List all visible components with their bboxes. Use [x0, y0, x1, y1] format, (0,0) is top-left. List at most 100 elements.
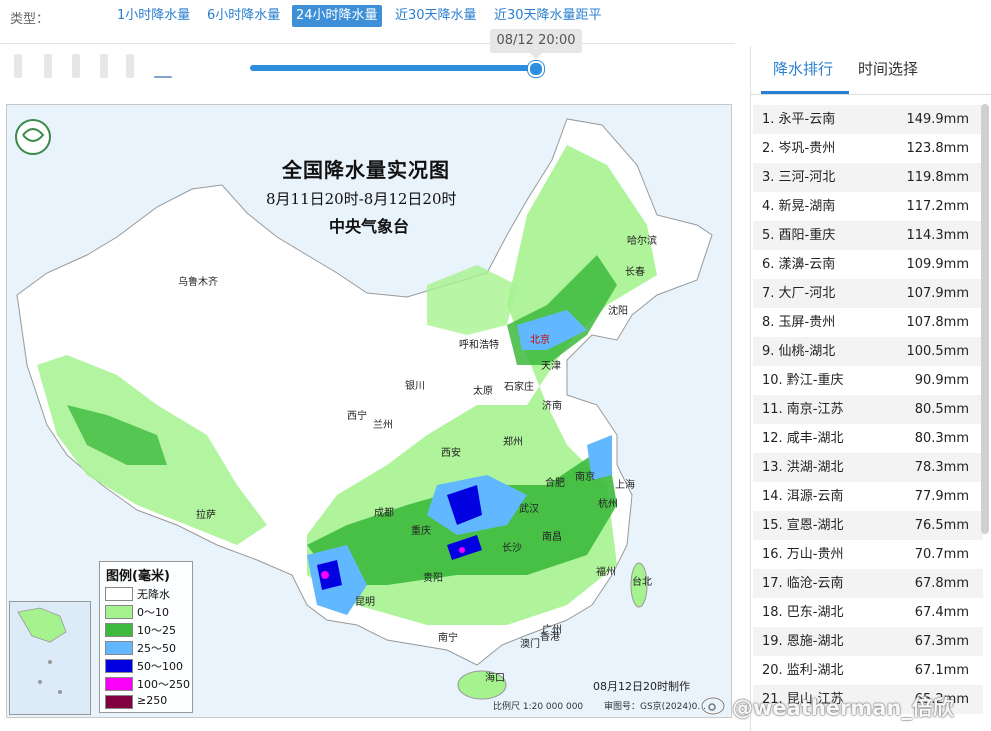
city-label: 沈阳 [608, 306, 628, 317]
ranking-row: 4. 新晃-湖南 117.2mm [753, 192, 983, 221]
ranking-row: 2. 岑巩-贵州 123.8mm [753, 134, 983, 163]
scrollbar[interactable] [981, 104, 989, 534]
weibo-icon [700, 696, 726, 716]
ranking-list: 1. 永平-云南 149.9mm 2. 岑巩-贵州 123.8mm 3. 三河-河北 11… [753, 105, 983, 714]
map-scale: 比例尺 1:20 000 000 [493, 702, 584, 712]
tab-precip-ranking[interactable]: 降水排行 [773, 60, 834, 78]
precip-value: 67.8mm [914, 576, 969, 591]
ranking-row: 1. 永平-云南 149.9mm [753, 105, 983, 134]
slider-handle[interactable] [528, 61, 544, 77]
city-label: 贵阳 [423, 573, 443, 584]
station-name: 5. 酉阳-重庆 [762, 228, 836, 243]
legend-swatch [105, 623, 133, 637]
city-label: 昆明 [355, 597, 375, 608]
city-label: 西安 [441, 448, 461, 459]
legend-swatch [105, 677, 133, 691]
map-legend: 图例(毫米) 无降水 0～10 10～25 25～50 50～100 100～2… [99, 561, 193, 713]
ranking-row: 8. 玉屏-贵州 107.8mm [753, 308, 983, 337]
station-name: 13. 洪湖-湖北 [762, 460, 844, 475]
station-name: 7. 大厂-河北 [762, 286, 836, 301]
city-label: 济南 [542, 401, 562, 412]
station-name: 9. 仙桃-湖北 [762, 344, 836, 359]
south-china-sea-inset [9, 601, 91, 715]
legend-label: 50～100 [137, 660, 183, 673]
legend-label: 无降水 [137, 588, 170, 601]
legend-item: 10～25 [105, 621, 191, 638]
station-name: 18. 巴东-湖北 [762, 605, 844, 620]
legend-item: 50～100 [105, 657, 191, 674]
precip-value: 107.8mm [906, 315, 969, 330]
precip-value: 78.3mm [914, 460, 969, 475]
legend-label: 25～50 [137, 642, 176, 655]
precip-value: 67.4mm [914, 605, 969, 620]
map-made-time: 08月12日20时制作 [593, 680, 690, 693]
station-name: 19. 恩施-湖北 [762, 634, 844, 649]
precip-value: 123.8mm [906, 141, 969, 156]
station-name: 11. 南京-江苏 [762, 402, 844, 417]
precip-value: 100.5mm [906, 344, 969, 359]
city-label: 北京 [530, 335, 550, 346]
map-review-number: 审图号：GS京(2024)0... [604, 702, 706, 712]
station-name: 1. 永平-云南 [762, 112, 836, 127]
map-subtitle: 8月11日20时-8月12日20时 [266, 190, 457, 208]
ranking-row: 9. 仙桃-湖北 100.5mm [753, 337, 983, 366]
city-label: 南宁 [438, 633, 458, 644]
ranking-row: 21. 昆山-江苏 65.2mm [753, 685, 983, 714]
watermark: @weatherman_倍欣 [732, 696, 954, 720]
station-name: 17. 临沧-云南 [762, 576, 844, 591]
legend-swatch [105, 659, 133, 673]
city-label: 天津 [541, 361, 561, 372]
city-label: 上海 [615, 480, 635, 491]
ranking-row: 11. 南京-江苏 80.5mm [753, 395, 983, 424]
blurred-logo [14, 54, 174, 80]
ranking-row: 12. 咸丰-湖北 80.3mm [753, 424, 983, 453]
legend-item: ≥250 [105, 693, 191, 710]
station-name: 8. 玉屏-贵州 [762, 315, 836, 330]
precip-value: 117.2mm [906, 199, 969, 214]
legend-swatch [105, 587, 133, 601]
city-label: 乌鲁木齐 [178, 277, 218, 288]
time-slider[interactable] [250, 61, 544, 77]
precip-value: 90.9mm [914, 373, 969, 388]
city-label: 成都 [374, 508, 394, 519]
precip-value: 65.2mm [914, 692, 969, 707]
precip-value: 80.5mm [914, 402, 969, 417]
city-label: 长沙 [502, 543, 522, 554]
city-label: 武汉 [519, 504, 539, 515]
precip-value: 114.3mm [906, 228, 969, 243]
legend-item: 0～10 [105, 603, 191, 620]
tab-6h[interactable]: 6小时降水量 [207, 8, 281, 23]
station-name: 12. 咸丰-湖北 [762, 431, 844, 446]
time-tooltip: 08/12 20:00 [490, 29, 582, 59]
tab-time-select[interactable]: 时间选择 [858, 60, 919, 78]
station-name: 14. 洱源-云南 [762, 489, 844, 504]
city-label: 香港 [540, 632, 560, 643]
station-name: 2. 岑巩-贵州 [762, 141, 836, 156]
city-label: 西宁 [347, 411, 367, 422]
precipitation-map[interactable]: 全国降水量实况图 8月11日20时-8月12日20时 中央气象台 乌鲁木齐 哈尔… [6, 104, 732, 718]
precip-value: 70.7mm [914, 547, 969, 562]
tab-30d-anomaly[interactable]: 近30天降水量距平 [494, 8, 602, 23]
city-label: 杭州 [598, 499, 618, 510]
city-label: 海口 [485, 673, 505, 684]
station-name: 16. 万山-贵州 [762, 547, 844, 562]
tab-1h[interactable]: 1小时降水量 [117, 8, 191, 23]
legend-swatch [105, 695, 133, 709]
station-name: 3. 三河-河北 [762, 170, 836, 185]
city-label: 呼和浩特 [459, 340, 499, 351]
legend-swatch [105, 605, 133, 619]
tab-24h[interactable]: 24小时降水量 [292, 5, 382, 27]
slider-track[interactable] [250, 65, 536, 71]
divider [0, 43, 735, 44]
city-label: 太原 [473, 386, 493, 397]
legend-swatch [105, 641, 133, 655]
station-name: 21. 昆山-江苏 [762, 692, 844, 707]
city-label: 澳门 [520, 639, 540, 650]
city-label: 重庆 [411, 526, 431, 537]
city-label: 长春 [625, 267, 645, 278]
legend-item: 100～250 [105, 675, 191, 692]
legend-item: 25～50 [105, 639, 191, 656]
ranking-row: 17. 临沧-云南 67.8mm [753, 569, 983, 598]
panel-tabs: 降水排行 时间选择 [751, 46, 991, 95]
tab-30d[interactable]: 近30天降水量 [395, 8, 477, 23]
